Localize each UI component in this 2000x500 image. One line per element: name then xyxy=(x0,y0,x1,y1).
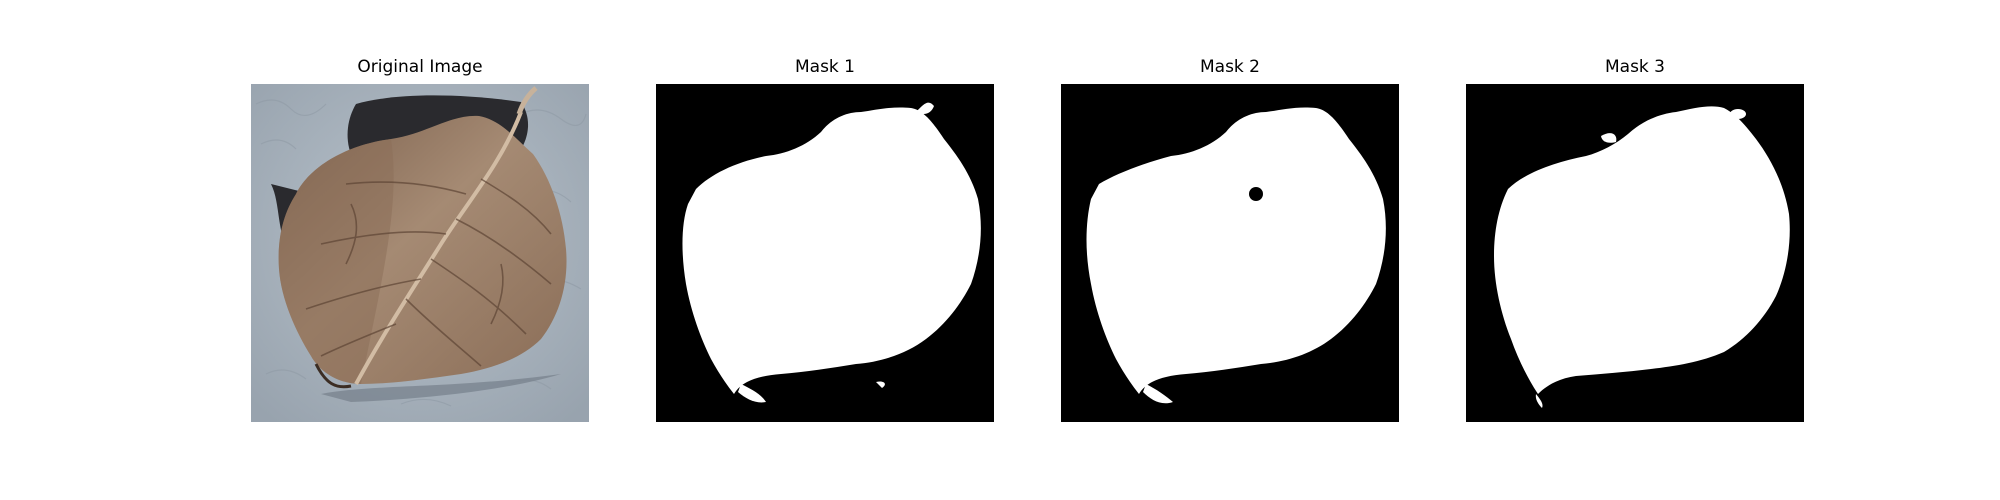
panel-original-image: Original Image xyxy=(251,0,589,500)
mask-hole xyxy=(1249,187,1263,201)
panel-title: Mask 2 xyxy=(1199,57,1260,77)
leaf-midrib xyxy=(354,111,523,385)
panel-mask-3: Mask 3 xyxy=(1466,0,1804,500)
panel-title: Mask 1 xyxy=(794,57,855,77)
mask-region xyxy=(682,107,981,395)
panel-mask-1: Mask 1 xyxy=(656,0,994,500)
mask-3-image xyxy=(1466,84,1804,422)
original-image xyxy=(251,84,589,422)
dried-leaf-icon xyxy=(251,84,589,422)
mask-image xyxy=(1466,84,1804,422)
mask-image xyxy=(656,84,994,422)
mask-image xyxy=(1061,84,1399,422)
mask-1-image xyxy=(656,84,994,422)
panel-title: Mask 3 xyxy=(1604,57,1665,77)
mask-2-image xyxy=(1061,84,1399,422)
panel-mask-2: Mask 2 xyxy=(1061,0,1399,500)
mask-region xyxy=(1086,107,1386,395)
mask-region xyxy=(1494,106,1790,395)
panel-title: Original Image xyxy=(357,57,483,77)
